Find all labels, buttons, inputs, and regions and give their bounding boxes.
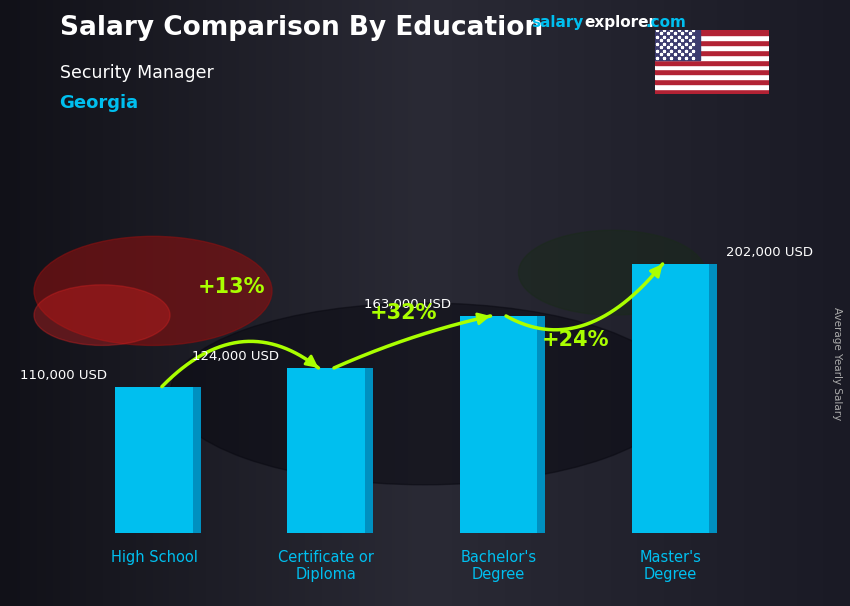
Text: salary: salary [531,15,584,30]
Polygon shape [537,316,545,533]
Bar [654,59,769,65]
Text: +32%: +32% [370,303,438,323]
Bar [654,35,769,40]
Text: Security Manager: Security Manager [60,64,213,82]
Bar [654,40,769,45]
Text: 202,000 USD: 202,000 USD [726,246,813,259]
Bar [460,316,537,533]
Bar [654,65,769,70]
Bar [654,45,769,50]
Text: Georgia: Georgia [60,94,139,112]
Bar [654,79,769,84]
Bar [654,84,769,89]
Bar [654,50,769,55]
Text: 163,000 USD: 163,000 USD [364,298,451,311]
Bar [654,75,769,79]
Text: Average Yearly Salary: Average Yearly Salary [832,307,842,420]
Bar [654,30,769,35]
Bar [654,70,769,75]
Text: explorer: explorer [584,15,656,30]
Polygon shape [193,387,201,533]
Text: Salary Comparison By Education: Salary Comparison By Education [60,15,542,41]
Text: .com: .com [645,15,686,30]
Ellipse shape [34,285,170,345]
Bar [654,89,769,94]
Bar [116,387,193,533]
Bar [654,55,769,59]
Ellipse shape [34,236,272,345]
Bar [654,30,700,59]
Text: 110,000 USD: 110,000 USD [20,368,107,382]
Polygon shape [365,368,372,533]
Bar [287,368,365,533]
Bar [632,264,709,533]
Ellipse shape [518,230,706,315]
Ellipse shape [170,303,680,485]
Text: 124,000 USD: 124,000 USD [192,350,279,363]
Text: +24%: +24% [542,330,609,350]
Text: +13%: +13% [198,276,265,296]
Polygon shape [709,264,717,533]
